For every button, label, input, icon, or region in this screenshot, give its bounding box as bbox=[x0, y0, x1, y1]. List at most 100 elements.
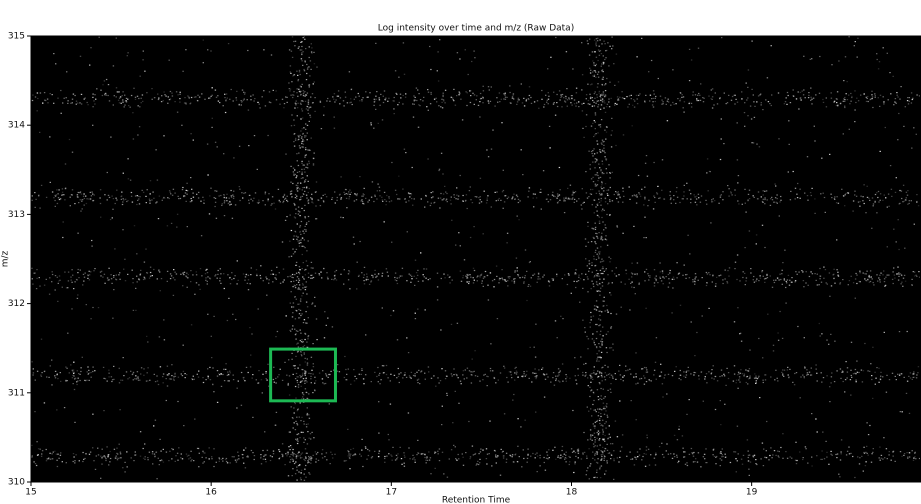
intensity-dot bbox=[471, 374, 472, 375]
intensity-dot bbox=[371, 197, 372, 198]
intensity-dot bbox=[470, 371, 471, 372]
intensity-dot bbox=[487, 275, 488, 276]
intensity-dot bbox=[330, 452, 331, 453]
intensity-dot bbox=[609, 106, 610, 107]
intensity-dot bbox=[67, 100, 68, 101]
intensity-dot bbox=[863, 273, 864, 274]
intensity-dot bbox=[81, 201, 82, 202]
intensity-dot bbox=[175, 455, 176, 456]
intensity-dot bbox=[883, 101, 884, 102]
intensity-dot bbox=[258, 382, 259, 383]
intensity-dot bbox=[85, 453, 86, 454]
intensity-dot bbox=[826, 106, 827, 107]
intensity-dot bbox=[435, 386, 436, 387]
intensity-dot bbox=[294, 412, 295, 413]
intensity-dot bbox=[343, 100, 344, 101]
intensity-dot bbox=[506, 459, 507, 460]
intensity-dot bbox=[616, 104, 617, 105]
intensity-dot bbox=[78, 378, 79, 379]
intensity-dot bbox=[384, 221, 385, 222]
intensity-dot bbox=[304, 169, 305, 170]
intensity-dot bbox=[359, 96, 360, 97]
intensity-dot bbox=[252, 94, 253, 95]
intensity-dot bbox=[700, 83, 701, 84]
intensity-dot bbox=[547, 376, 548, 377]
intensity-dot bbox=[83, 193, 84, 194]
intensity-dot bbox=[161, 278, 162, 279]
intensity-dot bbox=[297, 453, 298, 454]
intensity-dot bbox=[152, 275, 153, 276]
intensity-dot bbox=[147, 459, 148, 460]
intensity-dot bbox=[566, 88, 567, 89]
intensity-dot bbox=[296, 101, 297, 102]
intensity-dot bbox=[100, 456, 101, 457]
intensity-dot bbox=[708, 96, 709, 97]
intensity-dot bbox=[409, 375, 410, 376]
intensity-dot bbox=[399, 198, 400, 199]
intensity-dot bbox=[826, 375, 827, 376]
intensity-dot bbox=[293, 168, 294, 169]
intensity-dot bbox=[647, 176, 648, 177]
intensity-dot bbox=[814, 198, 815, 199]
intensity-dot bbox=[535, 378, 536, 379]
intensity-dot bbox=[349, 196, 350, 197]
intensity-dot bbox=[889, 451, 890, 452]
intensity-dot bbox=[662, 396, 663, 397]
intensity-dot bbox=[683, 376, 684, 377]
intensity-dot bbox=[349, 288, 350, 289]
intensity-dot bbox=[265, 371, 266, 372]
intensity-dot bbox=[869, 99, 870, 100]
intensity-dot bbox=[632, 105, 633, 106]
intensity-dot bbox=[436, 98, 437, 99]
intensity-dot bbox=[862, 381, 863, 382]
intensity-dot bbox=[880, 200, 881, 201]
intensity-dot bbox=[388, 196, 389, 197]
intensity-dot bbox=[352, 104, 353, 105]
intensity-dot bbox=[455, 374, 456, 375]
intensity-dot bbox=[730, 462, 731, 463]
intensity-dot bbox=[297, 380, 298, 381]
intensity-dot bbox=[553, 196, 554, 197]
intensity-dot bbox=[695, 202, 696, 203]
intensity-dot bbox=[441, 99, 442, 100]
intensity-dot bbox=[715, 376, 716, 377]
intensity-dot bbox=[855, 369, 856, 370]
intensity-dot bbox=[218, 270, 219, 271]
intensity-dot bbox=[113, 65, 114, 66]
intensity-dot bbox=[169, 378, 170, 379]
intensity-dot bbox=[143, 448, 144, 449]
intensity-dot bbox=[296, 440, 297, 441]
intensity-dot bbox=[90, 318, 91, 319]
intensity-dot bbox=[304, 345, 305, 346]
intensity-dot bbox=[158, 98, 159, 99]
intensity-dot bbox=[649, 100, 650, 101]
intensity-dot bbox=[897, 95, 898, 96]
intensity-dot bbox=[536, 376, 537, 377]
intensity-dot bbox=[296, 177, 297, 178]
intensity-dot bbox=[300, 242, 301, 243]
intensity-dot bbox=[662, 159, 663, 160]
intensity-dot bbox=[873, 282, 874, 283]
intensity-dot bbox=[122, 102, 123, 103]
intensity-dot bbox=[301, 417, 302, 418]
intensity-dot bbox=[297, 80, 298, 81]
intensity-dot bbox=[295, 386, 296, 387]
intensity-dot bbox=[44, 92, 45, 93]
intensity-dot bbox=[552, 278, 553, 279]
intensity-dot bbox=[588, 196, 589, 197]
intensity-dot bbox=[215, 90, 216, 91]
intensity-dot bbox=[535, 194, 536, 195]
intensity-dot bbox=[557, 376, 558, 377]
intensity-dot bbox=[785, 287, 786, 288]
intensity-dot bbox=[127, 52, 128, 53]
intensity-dot bbox=[777, 198, 778, 199]
intensity-dot bbox=[571, 95, 572, 96]
intensity-dot bbox=[294, 422, 295, 423]
intensity-dot bbox=[307, 167, 308, 168]
intensity-dot bbox=[74, 422, 75, 423]
intensity-dot bbox=[514, 272, 515, 273]
intensity-dot bbox=[442, 107, 443, 108]
intensity-dot bbox=[734, 103, 735, 104]
intensity-dot bbox=[458, 403, 459, 404]
intensity-dot bbox=[308, 192, 309, 193]
